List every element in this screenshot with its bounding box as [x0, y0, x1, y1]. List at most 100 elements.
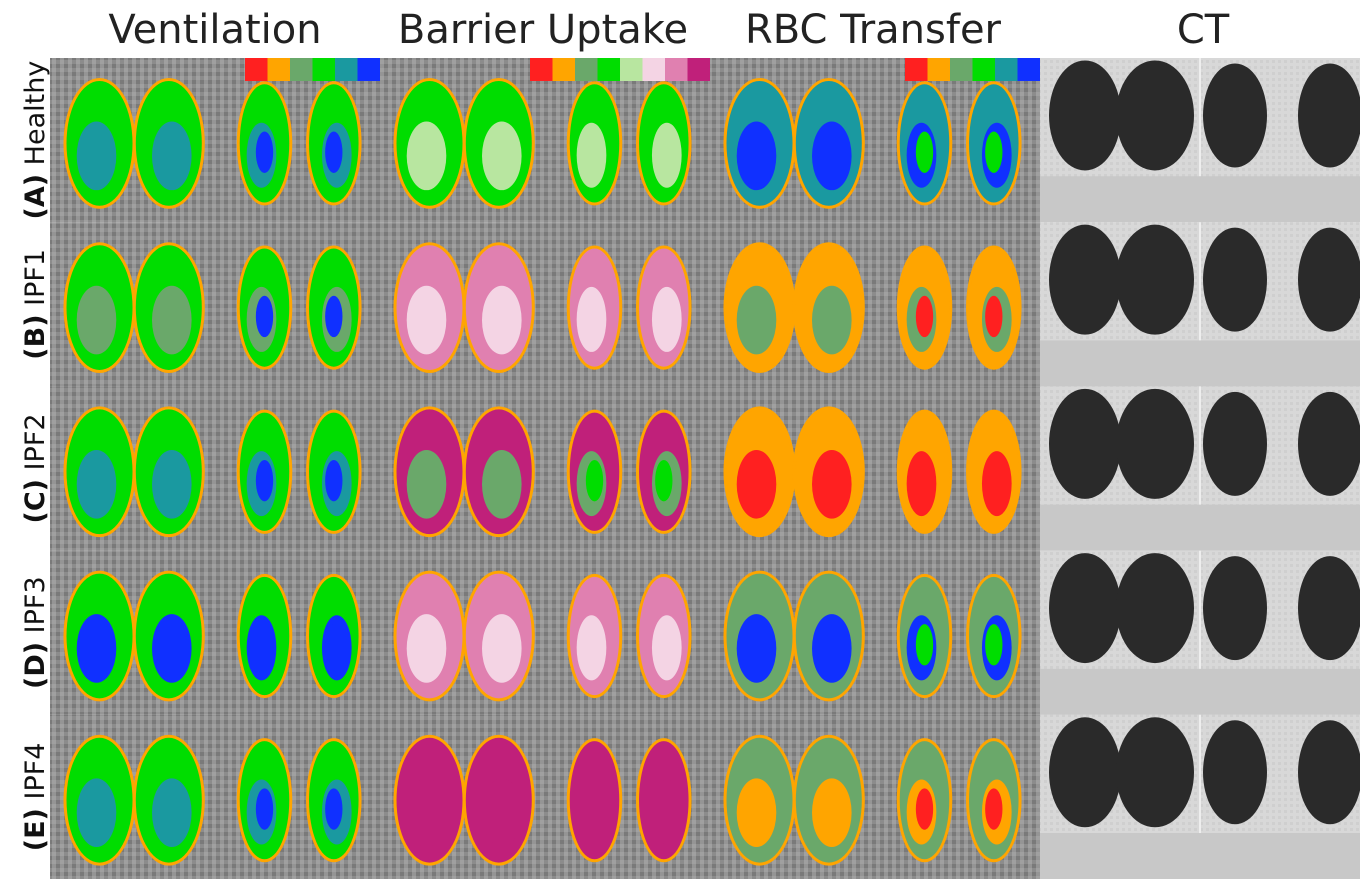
colorbar-swatch [313, 58, 336, 81]
colorbar-swatch [620, 58, 643, 81]
row-name: Healthy [20, 61, 51, 166]
row-letter: (B) [20, 314, 51, 359]
ct-lung [1116, 60, 1194, 170]
lung-region [655, 460, 672, 501]
lung-region [812, 778, 852, 847]
column-header: Barrier Uptake [398, 7, 688, 53]
colorbar-swatch [290, 58, 313, 81]
lung-region [256, 788, 273, 829]
ct-lung [1116, 717, 1194, 827]
lung-region [407, 122, 447, 191]
row-name: IPF2 [20, 413, 51, 470]
ct-lung [1116, 389, 1194, 499]
colorbar-swatch [245, 58, 268, 81]
ct-lung [1203, 720, 1267, 824]
lung-region [737, 778, 777, 847]
lung-region [152, 286, 192, 355]
lung-region [916, 624, 933, 665]
lung-region [655, 132, 672, 173]
ct-abdomen [1040, 340, 1360, 386]
lung-region [482, 614, 522, 683]
lung-region [812, 614, 852, 683]
ct-lung [1049, 717, 1121, 827]
column-header: RBC Transfer [745, 7, 1002, 53]
ct-abdomen [1040, 833, 1360, 879]
colorbar-swatch [335, 58, 358, 81]
column-header: CT [1177, 7, 1230, 53]
lung-region [985, 624, 1002, 665]
lung-region [77, 122, 117, 191]
lung-region [482, 122, 522, 191]
lung-region [985, 460, 1002, 501]
ct-lung [1116, 225, 1194, 335]
lung-region [77, 778, 117, 847]
lung-region [916, 460, 933, 501]
ct-lung [1298, 228, 1360, 332]
colorbar-swatch [950, 58, 973, 81]
row-letter: (E) [20, 808, 51, 851]
row-label: (B) IPF1 [20, 249, 51, 360]
lung-region [256, 132, 273, 173]
colorbar-swatch [643, 58, 666, 81]
lung-region [985, 788, 1002, 829]
lung-region [407, 614, 447, 683]
lung-region [812, 286, 852, 355]
row-letter: (C) [20, 479, 51, 524]
colorbar-swatch [973, 58, 996, 81]
figure: Ventilation Barrier Uptake RBC Transfer … [0, 0, 1360, 879]
lung-region [256, 624, 273, 665]
ct-lung [1203, 63, 1267, 167]
lung-region [152, 122, 192, 191]
lung-region [325, 788, 342, 829]
ct-lung [1203, 228, 1267, 332]
lung-region [77, 614, 117, 683]
lung-region [586, 624, 603, 665]
image-grid [50, 58, 1360, 879]
lung-region [916, 788, 933, 829]
lung-region [256, 296, 273, 337]
lung-region [325, 624, 342, 665]
colorbar-swatch [575, 58, 598, 81]
ct-abdomen [1040, 505, 1360, 551]
lung-region [737, 614, 777, 683]
lung-region [407, 450, 447, 519]
page: Ventilation Barrier Uptake RBC Transfer … [0, 0, 1360, 879]
colorbar-swatch [268, 58, 291, 81]
colorbar-swatch [995, 58, 1018, 81]
lung-region [77, 450, 117, 519]
ct-lung [1298, 63, 1360, 167]
lung-region [655, 296, 672, 337]
colorbar-swatch [688, 58, 711, 81]
colorbar-swatch [530, 58, 553, 81]
ct-lung [1298, 392, 1360, 496]
lung-region [325, 460, 342, 501]
lung-region [586, 460, 603, 501]
row-letter: (A) [20, 174, 51, 220]
lung-region [482, 450, 522, 519]
lung-region [655, 624, 672, 665]
lung-region [916, 296, 933, 337]
lung-region [77, 286, 117, 355]
lung-region [482, 778, 522, 847]
lung-region [152, 450, 192, 519]
ct-lung [1116, 553, 1194, 663]
colorbar-swatch [553, 58, 576, 81]
lung-region [586, 132, 603, 173]
ct-abdomen [1040, 669, 1360, 715]
colorbar-swatch [905, 58, 928, 81]
lung-region [482, 286, 522, 355]
lung-region [812, 450, 852, 519]
lung-region [737, 450, 777, 519]
lung-region [985, 296, 1002, 337]
row-name: IPF4 [20, 743, 51, 800]
ct-abdomen [1040, 176, 1360, 222]
ct-lung [1298, 556, 1360, 660]
colorbar-swatch [358, 58, 381, 81]
lung-region [325, 296, 342, 337]
lung-region [325, 132, 342, 173]
ct-lung [1049, 553, 1121, 663]
column-header: Ventilation [108, 7, 321, 53]
colorbar-swatch [1018, 58, 1041, 81]
row-letter: (D) [20, 642, 51, 689]
lung-region [916, 132, 933, 173]
